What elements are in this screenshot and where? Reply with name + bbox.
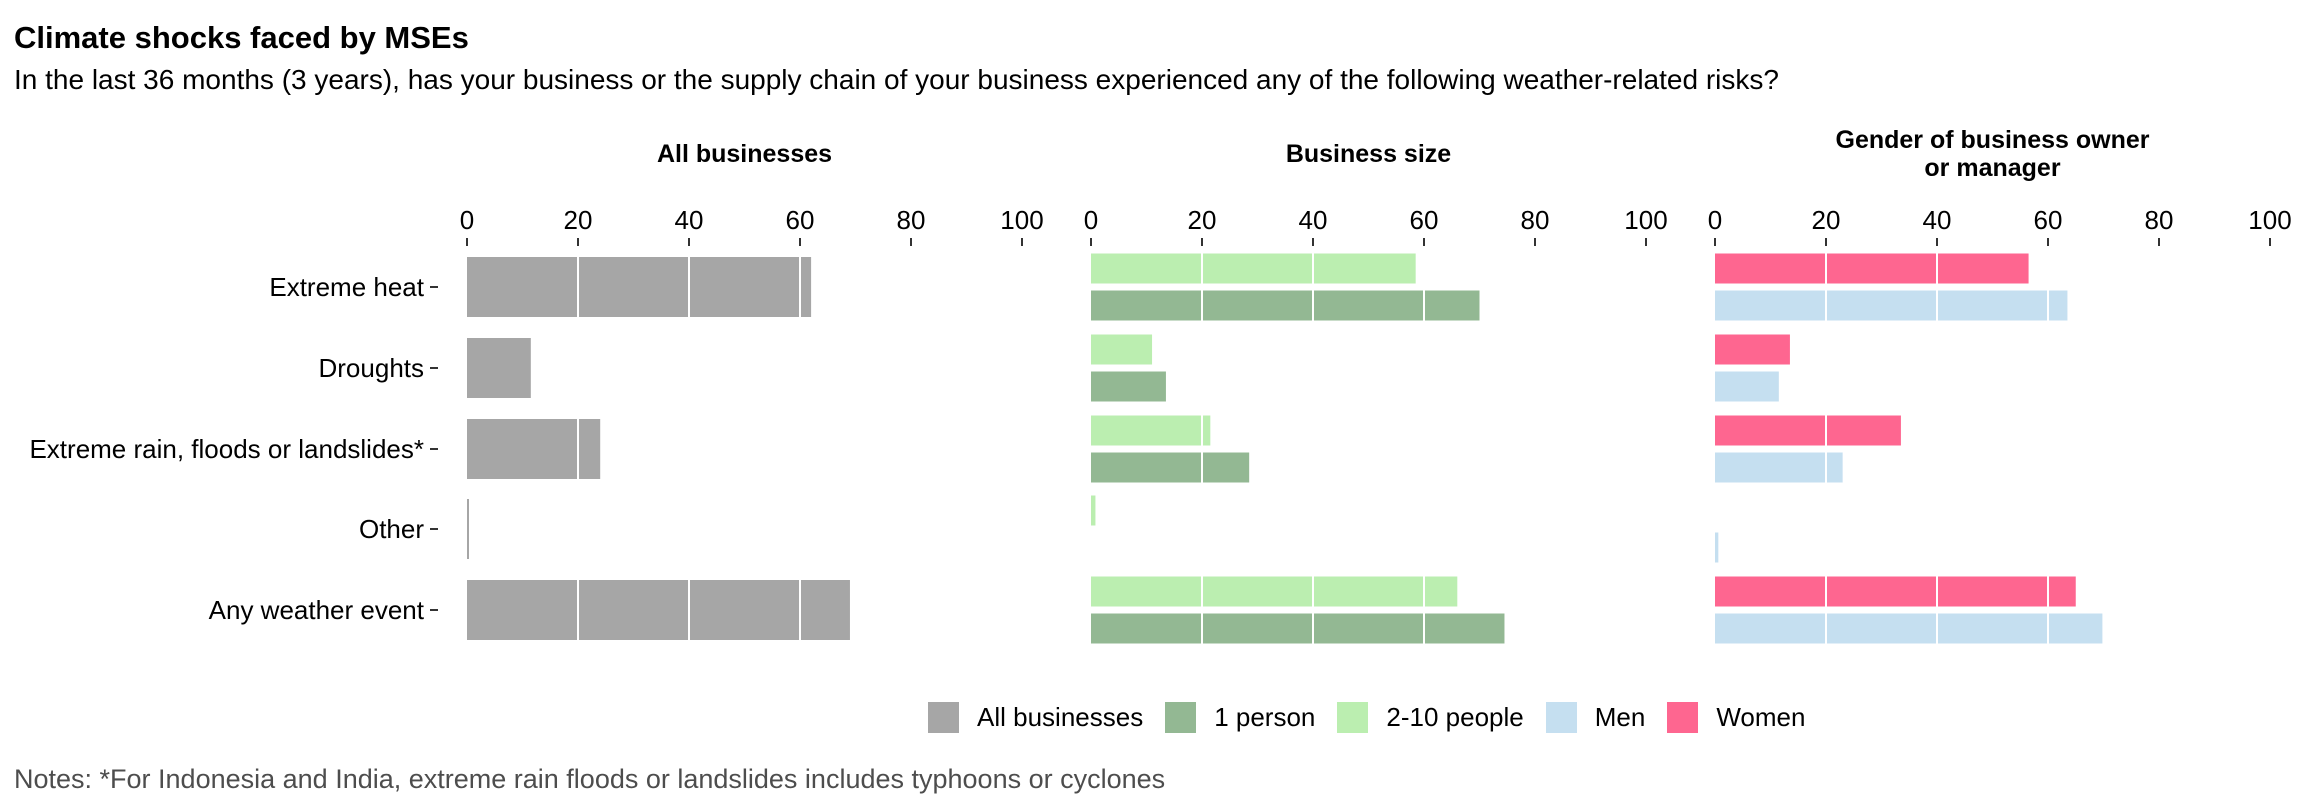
- bar-all-businesses-extreme-heat: [467, 257, 812, 317]
- legend-item-all-businesses: All businesses: [928, 702, 1143, 733]
- panel-title: Business size: [1286, 140, 1451, 168]
- chart-title: Climate shocks faced by MSEs: [14, 20, 469, 55]
- x-tick-label: 40: [1299, 205, 1328, 235]
- panel-business-size: Business size 0 20 40 60 80 100: [1084, 140, 1668, 650]
- bar-men-other: [1715, 532, 1719, 563]
- x-tick-label: 0: [1084, 205, 1098, 235]
- bar-2-10-people-other: [1091, 495, 1096, 526]
- x-tick-label: 100: [1000, 205, 1043, 235]
- legend-item-women: Women: [1667, 702, 1805, 733]
- legend-item-2-10-people: 2-10 people: [1337, 702, 1524, 733]
- panel-title: or manager: [1924, 154, 2060, 182]
- x-tick-label: 100: [2248, 205, 2291, 235]
- x-tick-label: 100: [1624, 205, 1667, 235]
- chart-subtitle: In the last 36 months (3 years), has you…: [14, 64, 1779, 95]
- legend-item-1-person: 1 person: [1165, 702, 1315, 733]
- category-label-any-weather-event: Any weather event: [209, 595, 425, 625]
- panel-title: All businesses: [657, 140, 832, 168]
- legend-swatch-1-person: [1165, 702, 1197, 733]
- category-label-droughts: Droughts: [319, 353, 425, 383]
- x-tick-label: 0: [460, 205, 474, 235]
- category-label-extreme-heat: Extreme heat: [269, 272, 424, 302]
- bar-men-any-weather-event: [1715, 613, 2103, 644]
- legend-swatch-all-businesses: [928, 702, 959, 733]
- bar-women-droughts: [1715, 334, 1790, 365]
- bar-1-person-droughts: [1091, 371, 1166, 402]
- bar-1-person-extreme-rain-floods-or-landslides: [1091, 452, 1250, 483]
- x-tick-label: 80: [2145, 205, 2174, 235]
- x-tick-label: 40: [675, 205, 704, 235]
- bar-1-person-extreme-heat: [1091, 290, 1480, 321]
- legend-label-all-businesses: All businesses: [977, 702, 1144, 732]
- bar-women-extreme-heat: [1715, 253, 2029, 284]
- category-label-extreme-rain-floods-or-landslides: Extreme rain, floods or landslides*: [29, 434, 424, 464]
- bar-all-businesses-any-weather-event: [467, 580, 850, 640]
- bar-2-10-people-any-weather-event: [1091, 576, 1458, 607]
- legend-label-1-person: 1 person: [1214, 702, 1316, 732]
- legend-label-women: Women: [1716, 702, 1806, 732]
- legend-swatch-2-10-people: [1337, 702, 1369, 733]
- x-tick-label: 20: [1812, 205, 1841, 235]
- bar-men-extreme-rain-floods-or-landslides: [1715, 452, 1843, 483]
- bar-women-any-weather-event: [1715, 576, 2076, 607]
- bar-2-10-people-droughts: [1091, 334, 1153, 365]
- bar-all-businesses-droughts: [467, 338, 531, 398]
- legend-label-men: Men: [1594, 702, 1646, 732]
- x-tick-label: 80: [1521, 205, 1550, 235]
- bar-2-10-people-extreme-heat: [1091, 253, 1416, 284]
- legend-label-2-10-people: 2-10 people: [1386, 702, 1524, 732]
- x-tick-label: 40: [1923, 205, 1952, 235]
- x-tick-label: 60: [1410, 205, 1439, 235]
- panel-all-businesses: All businesses 0 20 40 60 80 100: [460, 140, 1044, 650]
- x-tick-label: 60: [2034, 205, 2063, 235]
- bar-1-person-any-weather-event: [1091, 613, 1505, 644]
- legend-swatch-women: [1667, 702, 1699, 733]
- x-tick-label: 80: [897, 205, 926, 235]
- bar-all-businesses-other: [467, 499, 469, 559]
- bar-2-10-people-extreme-rain-floods-or-landslides: [1091, 415, 1211, 446]
- x-tick-label: 20: [564, 205, 593, 235]
- bar-all-businesses-extreme-rain-floods-or-landslides: [467, 419, 601, 479]
- panel-title: Gender of business owner: [1836, 126, 2150, 154]
- x-tick-label: 20: [1188, 205, 1217, 235]
- legend-item-men: Men: [1545, 702, 1646, 733]
- bar-women-extreme-rain-floods-or-landslides: [1715, 415, 1901, 446]
- legend-swatch-men: [1545, 702, 1577, 733]
- x-tick-label: 0: [1708, 205, 1722, 235]
- chart-notes: Notes: *For Indonesia and India, extreme…: [14, 764, 1166, 794]
- category-label-other: Other: [359, 514, 424, 544]
- legend: All businesses 1 person 2-10 people Men …: [928, 702, 1827, 733]
- bar-men-droughts: [1715, 371, 1779, 402]
- bar-men-extreme-heat: [1715, 290, 2068, 321]
- x-tick-label: 60: [786, 205, 815, 235]
